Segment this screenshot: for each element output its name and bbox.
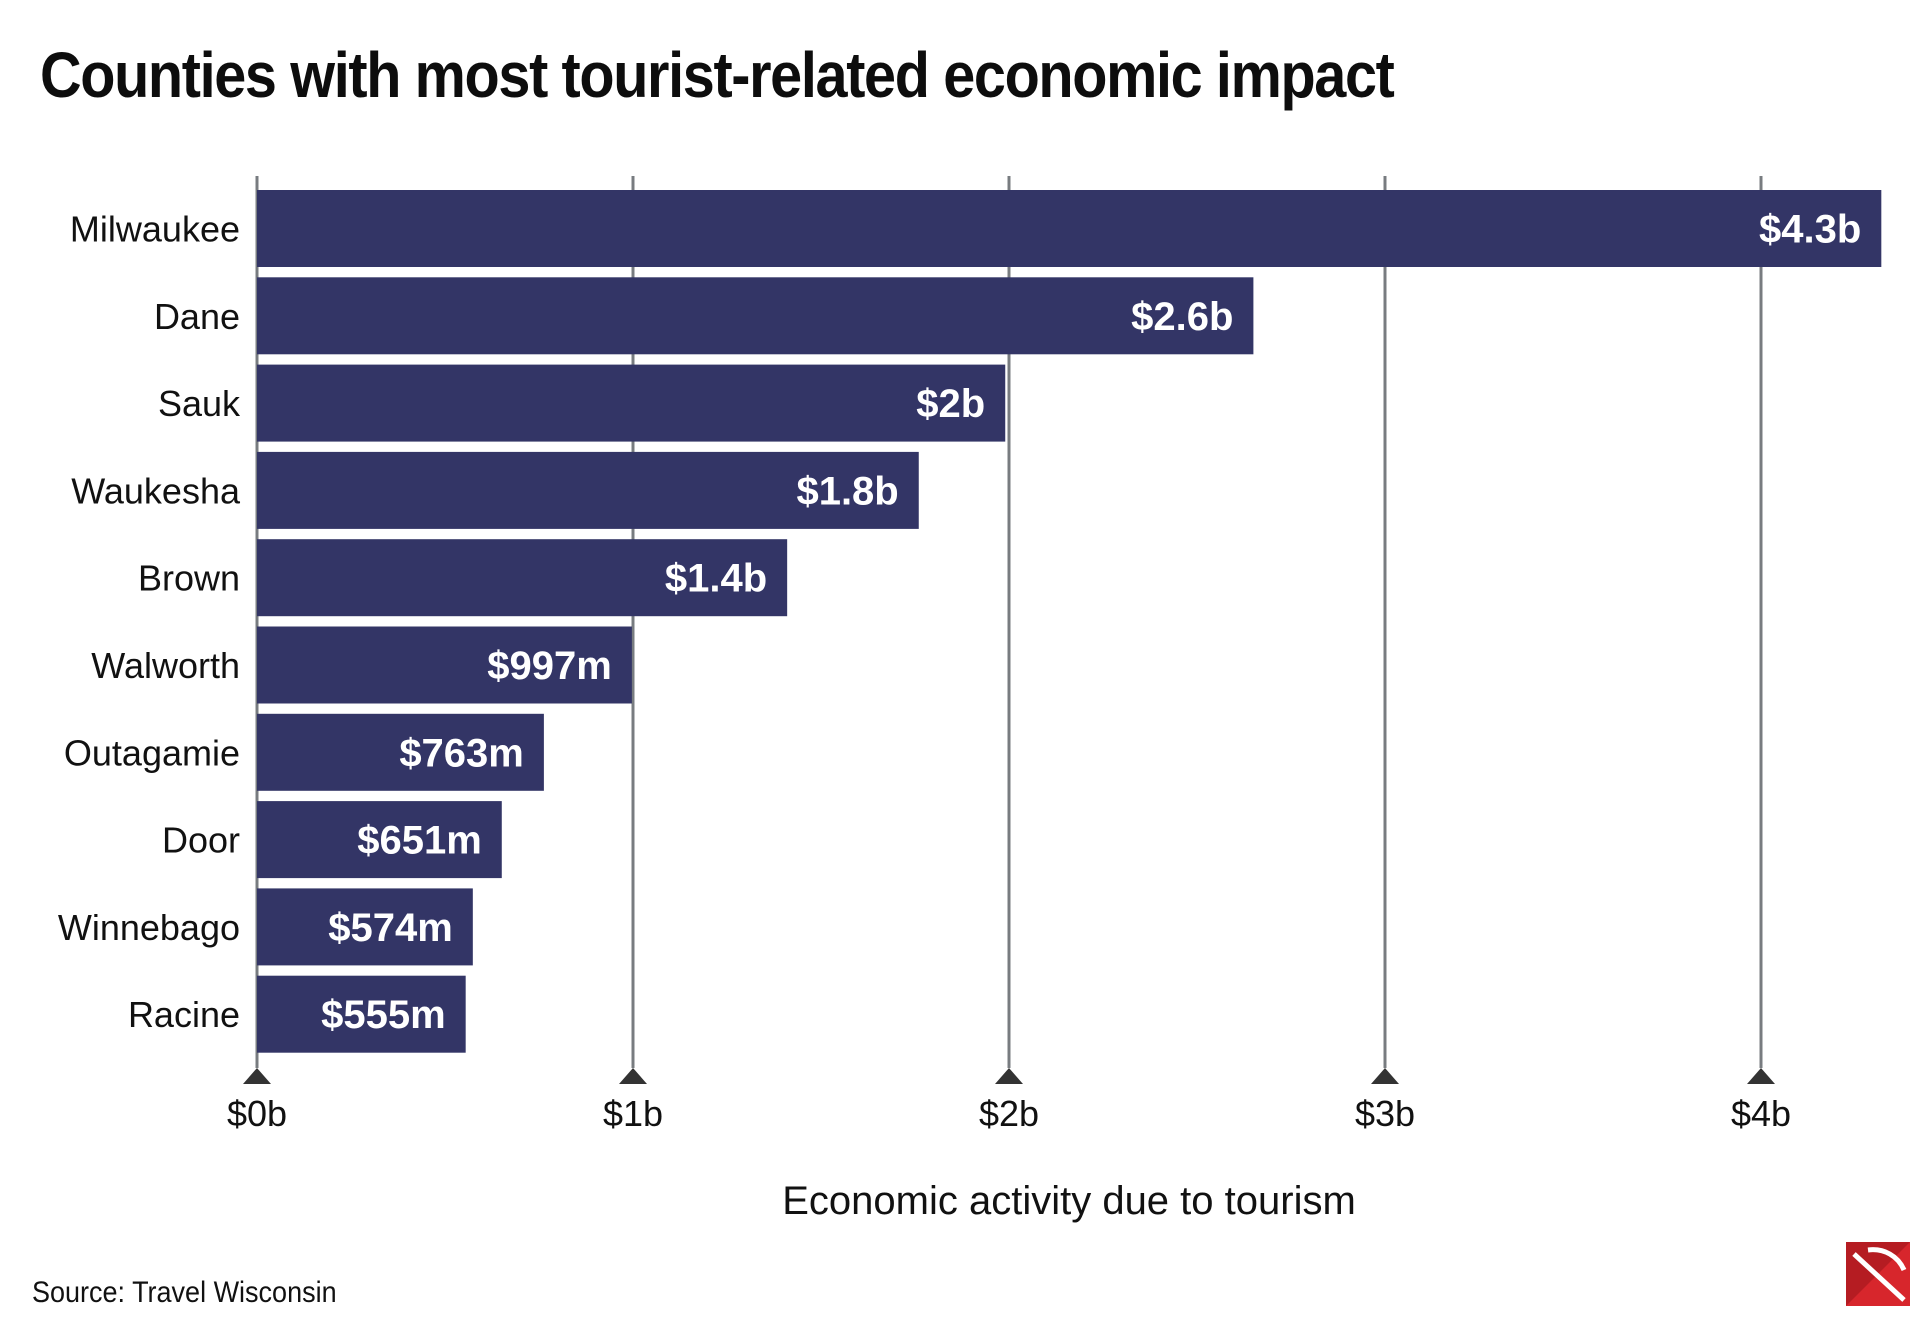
bar-value-label: $555m — [321, 993, 446, 1037]
category-label: Milwaukee — [70, 209, 240, 250]
category-labels: Milwaukee Dane Sauk Waukesha Brown Walworth Ou… — [58, 209, 241, 1036]
bar — [257, 888, 473, 966]
source-note: Source: Travel Wisconsin — [32, 1276, 337, 1309]
bar-value-label: $4.3b — [1759, 208, 1861, 252]
x-tick-marker — [619, 1068, 647, 1084]
x-tick-label: $2b — [979, 1093, 1039, 1134]
bar — [257, 190, 1882, 267]
x-tick-label: $0b — [227, 1093, 287, 1134]
x-tick-marker — [1371, 1068, 1399, 1084]
x-tick-marker — [243, 1068, 271, 1084]
bar — [257, 539, 788, 617]
category-label: Brown — [138, 558, 240, 599]
bar-value-label: $2.6b — [1131, 295, 1233, 339]
bar — [257, 277, 1254, 355]
x-tick-marker — [995, 1068, 1023, 1084]
bar-value-label: $2b — [916, 382, 985, 426]
x-axis-title: Economic activity due to tourism — [782, 1179, 1356, 1223]
bar-value-label: $651m — [357, 819, 482, 863]
bar-value-label: $997m — [487, 644, 612, 688]
bar-value-label: $1.8b — [796, 469, 898, 513]
x-tick-marker — [1747, 1068, 1775, 1084]
category-label: Racine — [128, 994, 240, 1035]
x-axis-ticks: $0b $1b $2b $3b $4b — [227, 1068, 1791, 1134]
bar — [257, 713, 544, 791]
x-tick-label: $4b — [1731, 1093, 1791, 1134]
category-label: Waukesha — [71, 470, 241, 511]
bar-value-label: $1.4b — [665, 557, 767, 601]
bar — [257, 451, 919, 529]
bars — [257, 190, 1882, 1053]
category-label: Door — [162, 820, 240, 861]
bar — [257, 975, 466, 1053]
category-label: Sauk — [158, 383, 241, 424]
category-label: Winnebago — [58, 907, 240, 948]
bar — [257, 626, 632, 704]
chart-title: Counties with most tourist-related econo… — [40, 39, 1395, 111]
brand-logo-icon — [1846, 1242, 1910, 1306]
category-label: Walworth — [91, 645, 240, 686]
bar-value-label: $763m — [399, 731, 524, 775]
bar — [257, 364, 1006, 442]
bar-value-label: $574m — [328, 906, 453, 950]
bar — [257, 801, 502, 879]
category-label: Outagamie — [64, 732, 240, 773]
category-label: Dane — [154, 296, 240, 337]
x-tick-label: $3b — [1355, 1093, 1415, 1134]
bar-value-labels: $4.3b $2.6b $2b $1.8b $1.4b $997m $763m $651m $5… — [321, 208, 1861, 1038]
x-tick-label: $1b — [603, 1093, 663, 1134]
